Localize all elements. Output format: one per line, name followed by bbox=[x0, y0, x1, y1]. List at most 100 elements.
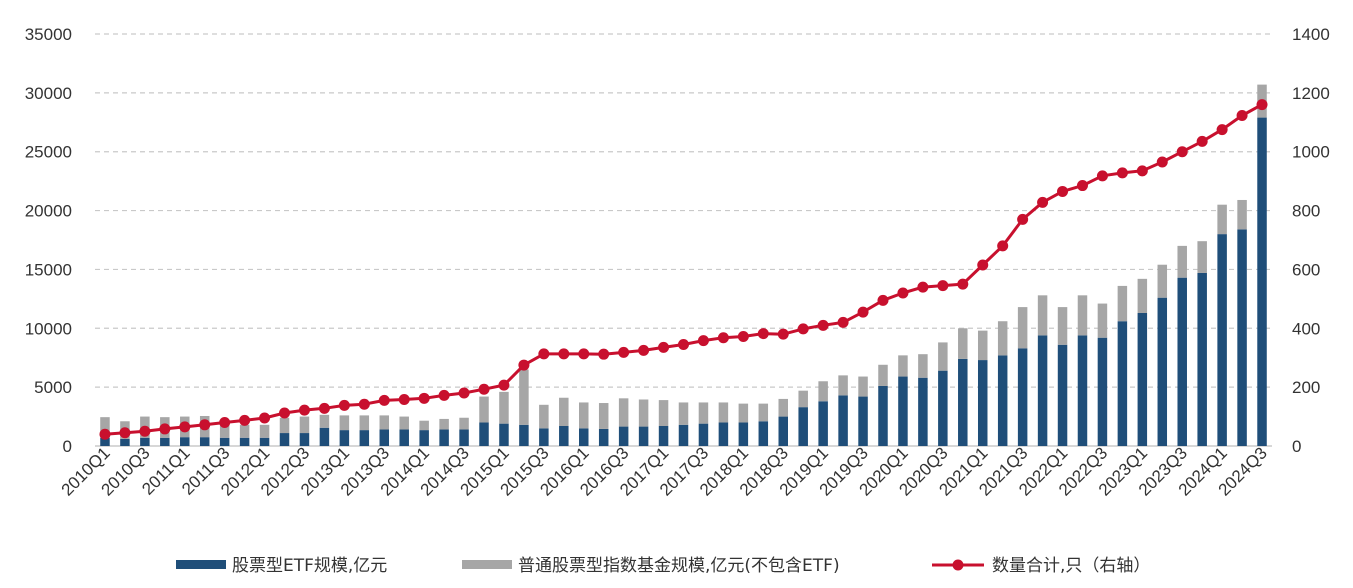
count-point bbox=[358, 398, 370, 410]
legend-swatch-count-marker bbox=[952, 559, 964, 571]
count-point bbox=[877, 294, 889, 306]
count-point bbox=[638, 344, 650, 356]
line-series bbox=[99, 99, 1268, 440]
bar-etf bbox=[997, 355, 1008, 446]
bar-index-fund bbox=[439, 418, 449, 430]
count-point bbox=[857, 306, 869, 318]
y-tick-label: 25000 bbox=[25, 143, 72, 162]
bar-index-fund bbox=[1157, 264, 1168, 298]
bar-etf bbox=[559, 425, 569, 446]
bar-index-fund bbox=[539, 404, 549, 429]
y-tick-label: 0 bbox=[63, 437, 72, 456]
bar-etf bbox=[160, 437, 170, 446]
bar-etf bbox=[439, 429, 449, 446]
bar-index-fund bbox=[838, 375, 848, 396]
count-point bbox=[279, 407, 291, 419]
bar-index-fund bbox=[259, 424, 270, 438]
bar-etf bbox=[618, 426, 629, 446]
bar-index-fund bbox=[997, 321, 1008, 356]
bar-index-fund bbox=[419, 420, 429, 431]
bar-etf bbox=[339, 430, 350, 446]
bar-etf bbox=[259, 437, 270, 446]
count-point bbox=[997, 240, 1009, 252]
bar-etf bbox=[878, 385, 888, 446]
bar-etf bbox=[100, 437, 110, 446]
count-point bbox=[119, 427, 131, 439]
bar-etf bbox=[479, 422, 489, 446]
bar-etf bbox=[977, 360, 988, 446]
bar-index-fund bbox=[1197, 241, 1207, 273]
count-point bbox=[1176, 146, 1188, 158]
bar-index-fund bbox=[678, 402, 689, 425]
bar-etf bbox=[1017, 348, 1028, 446]
bar-etf bbox=[918, 377, 928, 446]
bar-index-fund bbox=[319, 414, 330, 428]
bar-index-fund bbox=[379, 415, 390, 430]
bar-etf bbox=[758, 421, 769, 446]
bar-index-fund bbox=[938, 342, 948, 371]
y-tick-label: 15000 bbox=[25, 260, 72, 279]
legend-label-etf: 股票型ETF规模,亿元 bbox=[232, 556, 387, 576]
count-point bbox=[179, 421, 191, 433]
count-point bbox=[1116, 167, 1128, 179]
bar-etf bbox=[598, 428, 609, 446]
bar-etf bbox=[419, 430, 429, 446]
bar-index-fund bbox=[279, 417, 290, 434]
count-point bbox=[159, 423, 171, 435]
legend-swatch-index bbox=[462, 560, 512, 569]
bar-etf bbox=[958, 358, 968, 446]
bar-etf bbox=[1157, 297, 1168, 446]
bar-index-fund bbox=[1137, 278, 1148, 313]
count-point bbox=[717, 332, 729, 344]
bar-etf bbox=[319, 427, 330, 446]
count-point bbox=[1216, 124, 1228, 136]
bar-index-fund bbox=[738, 403, 749, 423]
bar-index-fund bbox=[1057, 307, 1068, 345]
bar-index-fund bbox=[758, 403, 769, 422]
count-point bbox=[438, 389, 450, 401]
bar-etf bbox=[1137, 312, 1148, 446]
count-point bbox=[1076, 180, 1088, 192]
count-point bbox=[239, 414, 251, 426]
bar-index-fund bbox=[339, 415, 350, 431]
bar-etf bbox=[938, 370, 948, 446]
count-point bbox=[697, 335, 709, 347]
count-point bbox=[937, 280, 949, 292]
y-tick-label: 10000 bbox=[25, 319, 72, 338]
count-point bbox=[777, 328, 789, 340]
bar-etf bbox=[459, 429, 469, 446]
bar-etf bbox=[898, 376, 908, 446]
legend-label-index: 普通股票型指数基金规模,亿元(不包含ETF) bbox=[518, 556, 840, 576]
legend-label-count: 数量合计,只（右轴） bbox=[992, 556, 1150, 576]
bar-etf bbox=[239, 437, 250, 446]
bar-index-fund bbox=[958, 328, 968, 359]
y2-tick-label: 1000 bbox=[1292, 143, 1330, 162]
bar-index-fund bbox=[798, 390, 808, 408]
bar-index-fund bbox=[499, 391, 509, 424]
bar-etf bbox=[698, 423, 709, 446]
bar-etf bbox=[399, 429, 409, 446]
count-point bbox=[1037, 196, 1049, 208]
bar-etf bbox=[1217, 234, 1227, 446]
y2-tick-label: 200 bbox=[1292, 378, 1320, 397]
bar-etf bbox=[579, 428, 589, 446]
count-point bbox=[538, 348, 550, 360]
bar-etf bbox=[1237, 229, 1247, 446]
bar-etf bbox=[658, 425, 669, 446]
count-point bbox=[897, 287, 909, 299]
y2-tick-label: 1200 bbox=[1292, 84, 1330, 103]
bar-etf bbox=[858, 396, 868, 446]
bar-etf bbox=[219, 437, 230, 446]
bar-etf bbox=[638, 426, 649, 446]
bar-etf bbox=[539, 428, 549, 446]
count-point bbox=[498, 379, 510, 391]
count-point bbox=[1057, 185, 1069, 197]
y-tick-label: 5000 bbox=[34, 378, 72, 397]
bar-etf bbox=[798, 407, 808, 446]
count-point bbox=[757, 328, 769, 340]
count-point bbox=[837, 316, 849, 328]
bar-etf bbox=[120, 438, 130, 446]
bar-index-fund bbox=[918, 354, 928, 378]
bar-index-fund bbox=[299, 416, 310, 434]
